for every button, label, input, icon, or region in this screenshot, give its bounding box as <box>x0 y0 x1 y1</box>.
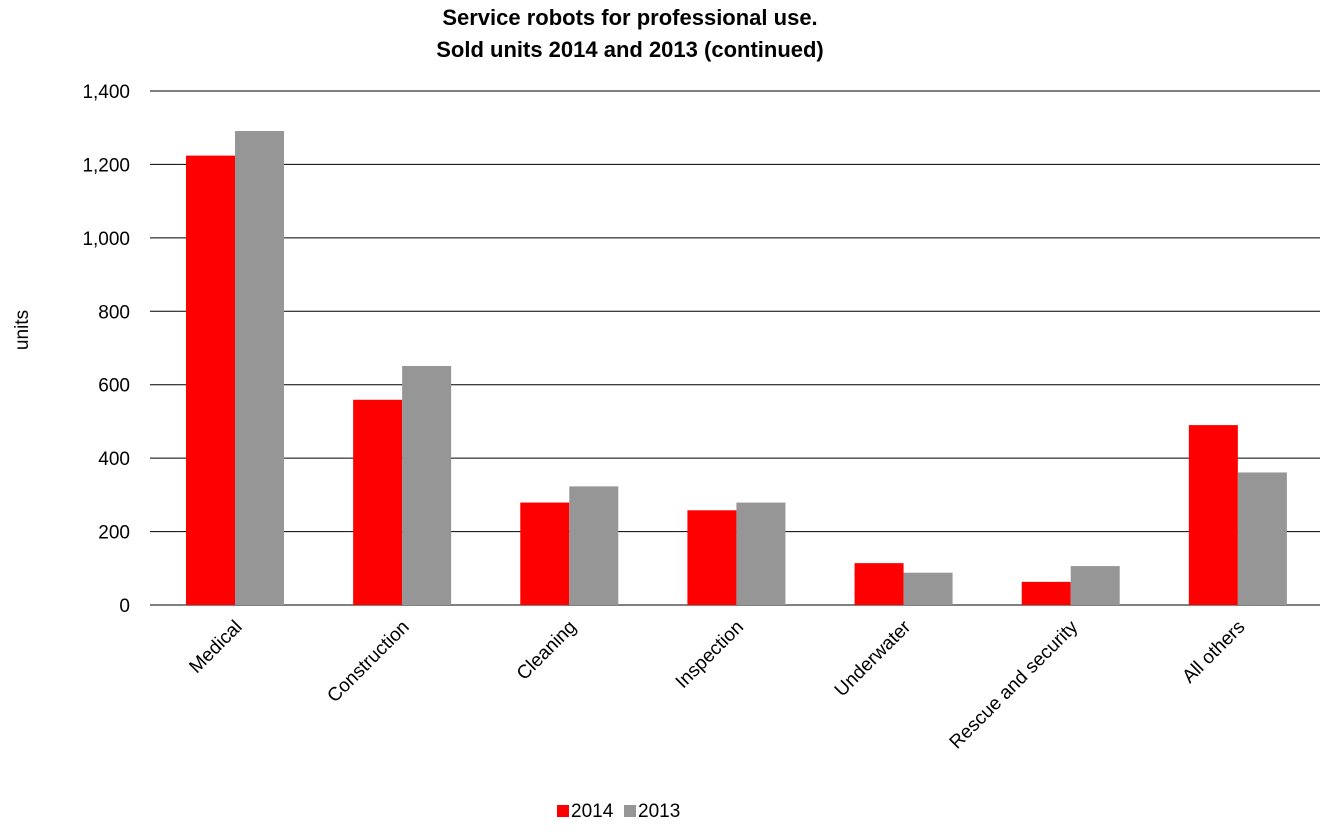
y-axis-label: units <box>12 310 33 350</box>
y-tick-label: 1,000 <box>82 229 130 250</box>
x-category-label: All others <box>1179 617 1250 688</box>
y-tick-label: 1,400 <box>82 82 130 103</box>
y-tick-label: 200 <box>98 523 130 544</box>
legend: 2014 2013 <box>557 801 680 822</box>
chart-title-line-2: Sold units 2014 and 2013 (continued) <box>436 37 824 62</box>
x-category-label: Construction <box>323 617 413 707</box>
chart-title-line-1: Service robots for professional use. <box>442 5 817 30</box>
chart-title: Service robots for professional use. Sol… <box>436 5 824 62</box>
bar-2013-medical <box>235 131 284 606</box>
x-axis-categories: Medical Construction Cleaning Inspection Und… <box>185 616 1249 753</box>
y-tick-label: 800 <box>98 302 130 323</box>
bar-2014-underwater <box>854 563 904 605</box>
legend-swatch-2013 <box>624 805 636 817</box>
bar-2014-all-others <box>1188 425 1238 605</box>
x-category-label: Inspection <box>672 617 748 693</box>
bar-2014-cleaning <box>520 502 570 605</box>
bar-2013-rescue-and-security <box>1070 566 1120 605</box>
x-category-label: Cleaning <box>513 617 581 685</box>
bar-2013-underwater <box>903 572 953 605</box>
gridlines <box>150 90 1320 606</box>
bar-2014-rescue-and-security <box>1021 581 1071 605</box>
legend-swatch-2014 <box>557 805 569 817</box>
y-tick-label: 400 <box>98 449 130 470</box>
y-tick-label: 600 <box>98 376 130 397</box>
bar-2013-construction <box>402 365 452 605</box>
bar-2014-construction <box>353 399 403 605</box>
bar-2013-all-others <box>1237 472 1287 605</box>
bar-2014-inspection <box>687 510 737 605</box>
x-category-label: Underwater <box>831 616 916 701</box>
legend-label-2013: 2013 <box>638 801 680 822</box>
legend-label-2014: 2014 <box>571 801 614 822</box>
bar-2013-inspection <box>736 502 786 605</box>
y-axis-ticks: 0 200 400 600 800 1,000 1,200 1,400 <box>82 82 130 617</box>
y-tick-label: 1,200 <box>82 155 130 176</box>
y-tick-label: 0 <box>119 596 130 617</box>
x-category-label: Medical <box>185 617 246 678</box>
bar-2014-medical <box>186 155 235 606</box>
x-category-label: Rescue and security <box>946 616 1083 753</box>
bar-2013-cleaning <box>569 486 619 605</box>
bars <box>186 131 1287 606</box>
